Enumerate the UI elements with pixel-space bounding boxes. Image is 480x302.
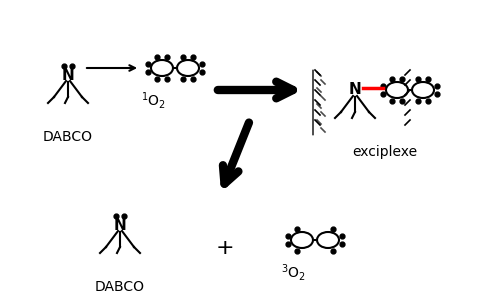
Text: $^1$O$_2$: $^1$O$_2$ <box>141 90 166 111</box>
Text: N: N <box>114 217 126 233</box>
Text: +: + <box>216 238 234 258</box>
Text: N: N <box>61 68 74 82</box>
Text: $^3$O$_2$: $^3$O$_2$ <box>280 262 305 283</box>
Text: exciplexe: exciplexe <box>352 145 418 159</box>
Text: DABCO: DABCO <box>95 280 145 294</box>
Text: DABCO: DABCO <box>43 130 93 144</box>
Text: N: N <box>348 82 361 98</box>
